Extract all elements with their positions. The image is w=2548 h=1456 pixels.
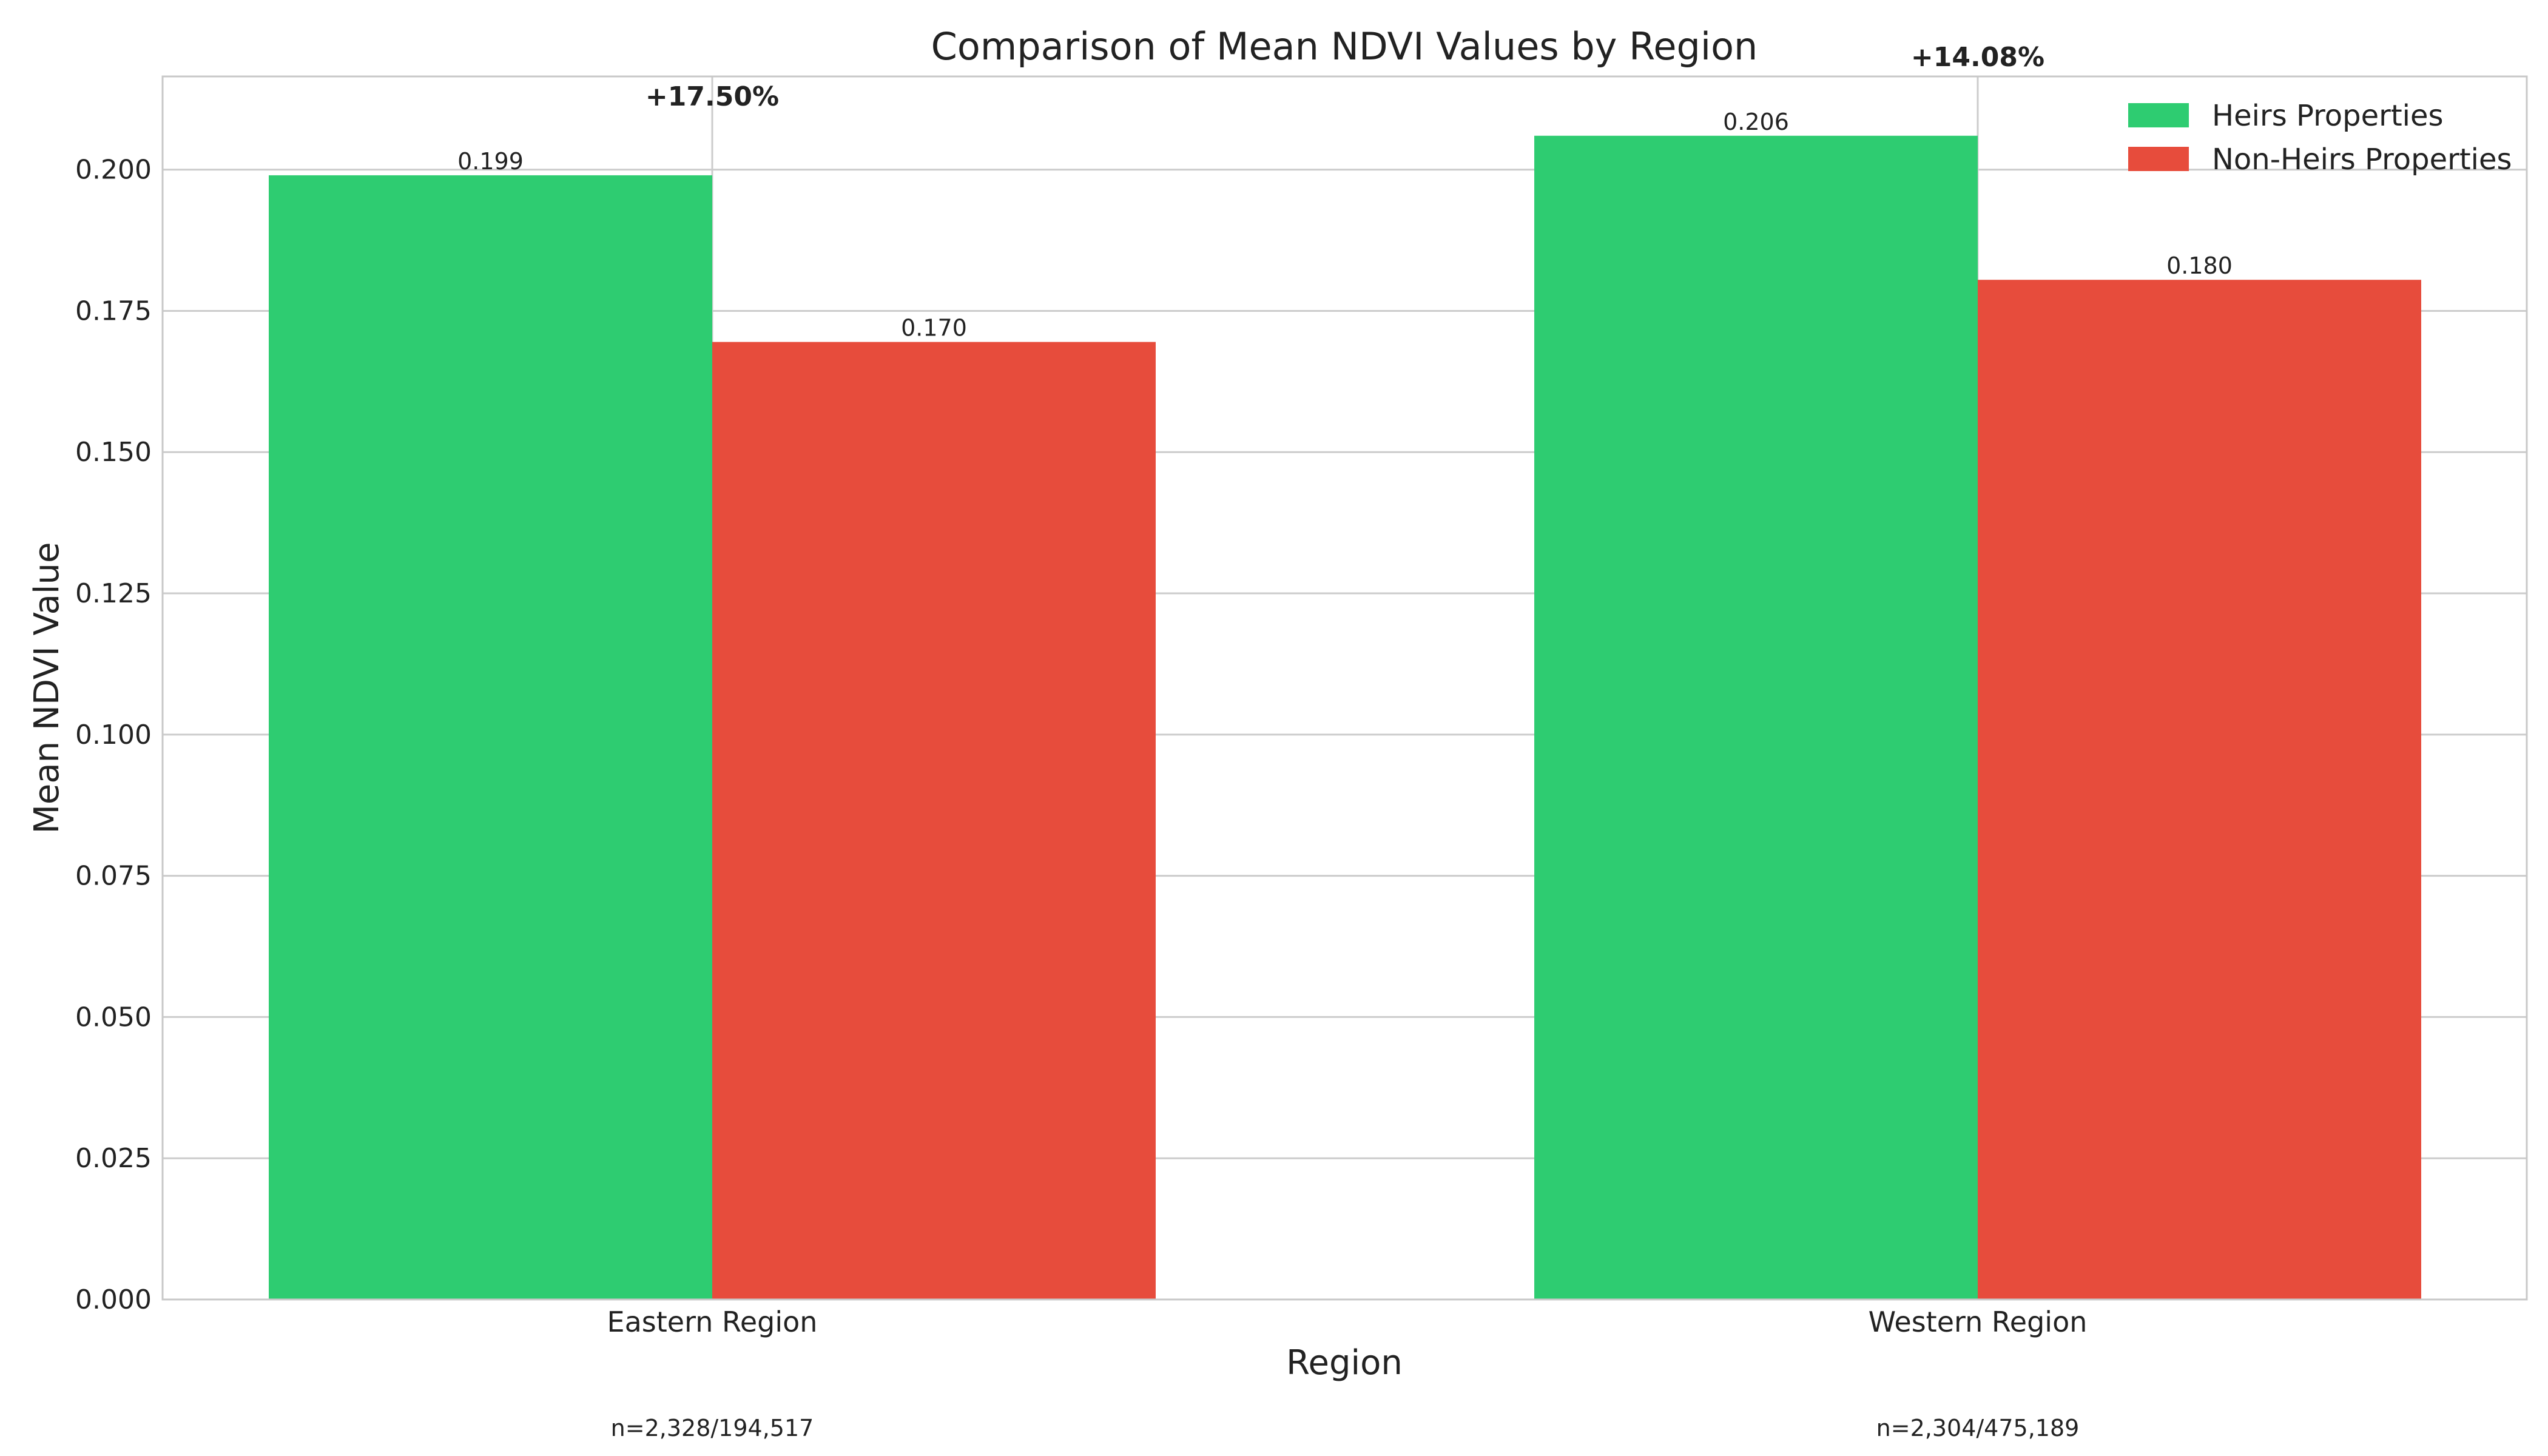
legend-label-non-heirs: Non-Heirs Properties bbox=[2212, 143, 2512, 177]
bar-heirs bbox=[1534, 135, 1978, 1299]
labels: 0.000 0.025 0.050 0.075 0.100 0.125 0.150 0.175… bbox=[75, 42, 2233, 1441]
y-tick-label: 0.000 bbox=[75, 1284, 152, 1315]
bar-value-label: 0.170 bbox=[901, 315, 967, 342]
y-tick-label: 0.150 bbox=[75, 437, 152, 468]
y-tick-label: 0.175 bbox=[75, 295, 152, 326]
legend-label-heirs: Heirs Properties bbox=[2212, 99, 2444, 133]
plot-frame bbox=[161, 75, 2528, 1301]
bar-heirs bbox=[269, 175, 712, 1300]
y-tick-label: 0.075 bbox=[75, 861, 152, 892]
legend-swatch-non-heirs bbox=[2128, 147, 2189, 171]
legend-swatch-heirs bbox=[2128, 103, 2189, 127]
sample-size-label: n=2,304/475,189 bbox=[1876, 1415, 2080, 1441]
percent-diff-label: +17.50% bbox=[645, 81, 779, 112]
bar-non-heirs bbox=[1978, 280, 2421, 1300]
percent-diff-label: +14.08% bbox=[1911, 42, 2044, 73]
bar-value-label: 0.206 bbox=[1723, 109, 1789, 135]
x-tick-label: Western Region bbox=[1869, 1306, 2088, 1338]
sample-size-label: n=2,328/194,517 bbox=[611, 1415, 814, 1441]
bar-non-heirs bbox=[712, 342, 1156, 1299]
x-tick-label: Eastern Region bbox=[607, 1306, 818, 1338]
y-tick-label: 0.200 bbox=[75, 155, 152, 186]
bar-value-label: 0.199 bbox=[457, 148, 524, 175]
y-tick-label: 0.025 bbox=[75, 1143, 152, 1174]
y-axis-label: Mean NDVI Value bbox=[27, 542, 67, 834]
legend: Heirs Properties Non-Heirs Properties bbox=[2128, 99, 2512, 177]
y-tick-label: 0.050 bbox=[75, 1002, 152, 1033]
y-tick-label: 0.100 bbox=[75, 720, 152, 750]
x-axis-label: Region bbox=[1286, 1343, 1403, 1383]
chart-title: Comparison of Mean NDVI Values by Region bbox=[931, 24, 1758, 69]
bars bbox=[269, 135, 2421, 1300]
bar-value-label: 0.180 bbox=[2166, 252, 2233, 279]
y-tick-label: 0.125 bbox=[75, 578, 152, 609]
